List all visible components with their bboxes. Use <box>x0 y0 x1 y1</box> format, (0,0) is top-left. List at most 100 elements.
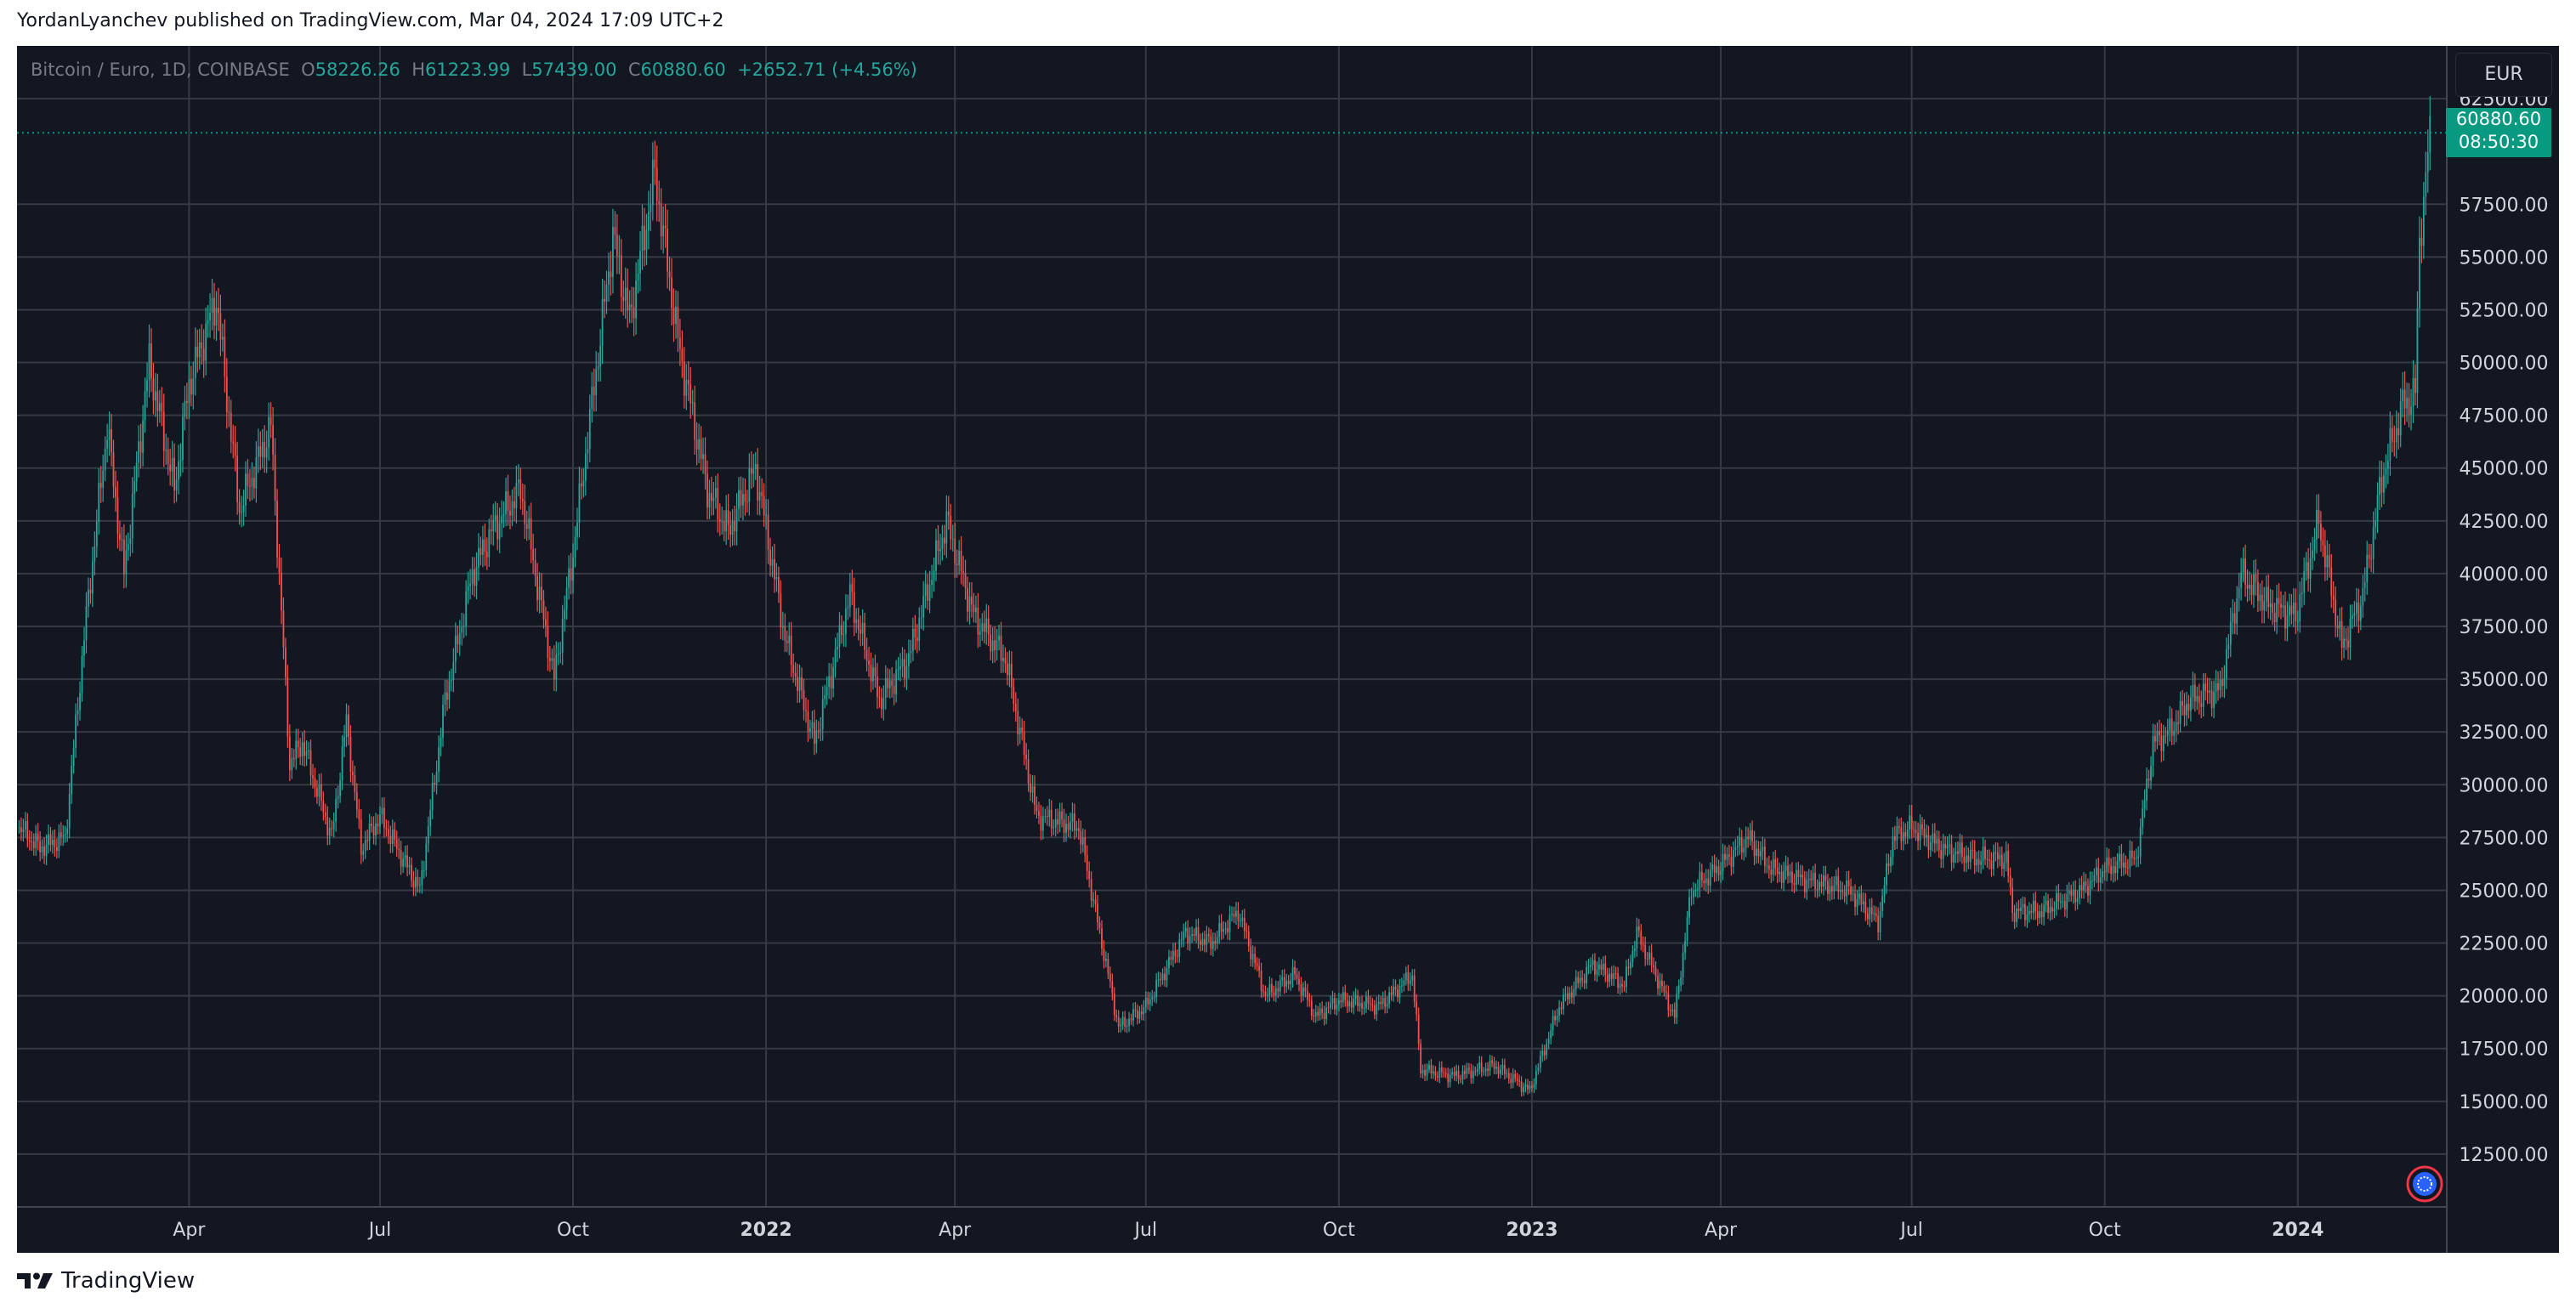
candle <box>2345 627 2347 650</box>
candle <box>1010 651 1013 699</box>
candle <box>156 373 159 428</box>
candle <box>1054 808 1057 837</box>
candle <box>1661 973 1663 993</box>
candle <box>446 679 448 711</box>
candle <box>1138 1005 1141 1024</box>
candle <box>1342 986 1344 1007</box>
candle <box>1579 970 1581 990</box>
candle <box>658 180 661 223</box>
candle <box>628 290 631 324</box>
candle <box>1507 1068 1510 1084</box>
candle <box>2380 461 2383 507</box>
currency-button[interactable]: EUR <box>2455 53 2552 97</box>
candle <box>1500 1064 1501 1079</box>
candle <box>2059 892 2062 910</box>
bar-countdown: 08:50:30 <box>2458 132 2539 153</box>
candle <box>548 645 551 672</box>
candle <box>1040 805 1042 841</box>
candle <box>139 423 142 469</box>
candle <box>671 258 672 326</box>
ohlc-legend: Bitcoin / Euro, 1D, COINBASE O58226.26 H… <box>31 59 917 80</box>
candle <box>2000 846 2003 876</box>
candle <box>718 503 721 536</box>
candle <box>2160 722 2163 762</box>
candle <box>650 184 652 231</box>
candle <box>2047 893 2049 920</box>
timezone-icon[interactable] <box>2406 1165 2443 1203</box>
candle <box>2426 129 2429 193</box>
candle <box>1241 909 1244 928</box>
candle <box>608 252 610 302</box>
candle <box>1455 1064 1457 1082</box>
candle <box>305 739 308 767</box>
candle <box>1659 972 1661 996</box>
candle <box>559 641 562 664</box>
candle <box>1546 1039 1548 1060</box>
candle <box>1577 971 1580 988</box>
candle <box>1444 1068 1447 1079</box>
y-tick-label: 27500.00 <box>2460 828 2549 849</box>
candle <box>884 665 887 710</box>
candle <box>1231 906 1233 922</box>
candlestick-chart[interactable]: 12500.00 15000.00 17500.00 20000.00 22500.00… <box>17 46 2559 1253</box>
candle <box>1732 841 1734 875</box>
candle <box>887 668 889 698</box>
candle <box>981 613 984 641</box>
candle <box>434 774 436 792</box>
candle <box>278 543 281 586</box>
candle <box>1497 1062 1500 1079</box>
candle <box>1388 986 1391 1009</box>
candle <box>2358 588 2360 634</box>
candle <box>104 436 106 482</box>
candle <box>2402 371 2404 418</box>
candle <box>494 501 496 533</box>
candle <box>1094 890 1097 913</box>
candle <box>576 507 578 551</box>
candle <box>2020 898 2022 920</box>
candle <box>122 524 125 589</box>
candle <box>251 462 253 501</box>
candle <box>2026 905 2028 928</box>
candle <box>234 426 236 472</box>
candle <box>534 547 536 586</box>
candle <box>591 371 593 423</box>
candle <box>1512 1068 1514 1089</box>
candle <box>1340 994 1342 1009</box>
candle <box>851 569 854 605</box>
candle <box>146 362 148 408</box>
candle <box>2223 665 2226 699</box>
candle <box>744 478 746 516</box>
candle <box>1554 1010 1556 1026</box>
candle <box>1472 1065 1474 1085</box>
candle <box>1157 971 1160 988</box>
candle <box>824 684 826 709</box>
candle <box>1430 1058 1433 1079</box>
tradingview-footer[interactable]: TradingView <box>17 1268 195 1294</box>
candle <box>295 728 298 770</box>
candle <box>1274 980 1277 1003</box>
candle <box>241 496 242 528</box>
candle <box>784 613 786 653</box>
candle <box>557 642 559 665</box>
candle <box>2036 903 2039 926</box>
candle <box>1170 950 1172 966</box>
chart-panel[interactable]: 12500.00 15000.00 17500.00 20000.00 22500.00… <box>17 46 2559 1253</box>
candle <box>771 546 774 578</box>
candle <box>511 489 513 526</box>
candle <box>922 581 925 631</box>
candle <box>209 293 211 338</box>
candle <box>2131 841 2133 866</box>
candle <box>448 671 451 709</box>
candle <box>238 489 241 525</box>
candle <box>442 694 444 747</box>
candle <box>1677 979 1680 1000</box>
candle <box>205 307 207 376</box>
candle <box>1287 975 1290 990</box>
candle <box>725 495 728 546</box>
candle <box>368 813 371 850</box>
symbol-label[interactable]: Bitcoin / Euro, 1D, COINBASE <box>31 59 290 80</box>
candle <box>1323 1005 1325 1026</box>
candle <box>332 813 335 838</box>
candle <box>1705 869 1707 892</box>
candle <box>450 668 452 692</box>
